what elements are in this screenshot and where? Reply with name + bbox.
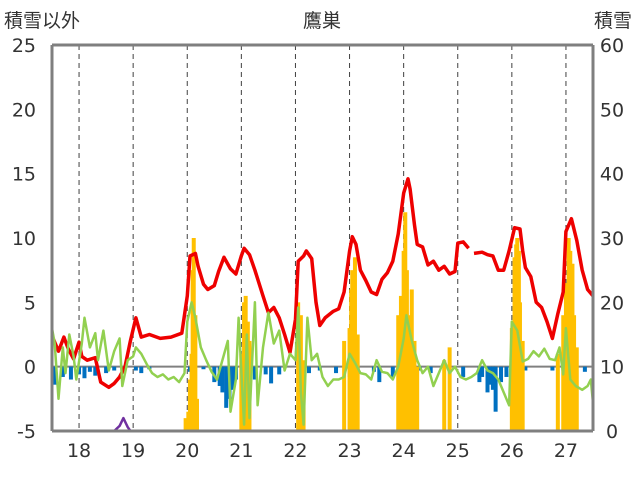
x-tick-label: 18 xyxy=(67,440,91,462)
bar-3 xyxy=(355,334,360,431)
bar-2 xyxy=(220,366,225,393)
right-axis-label: 積雪 xyxy=(594,10,632,32)
bar-2 xyxy=(523,366,528,371)
bar-3 xyxy=(520,340,525,431)
bar-3 xyxy=(404,270,409,431)
bar-2 xyxy=(377,366,382,383)
bar-3 xyxy=(193,315,198,431)
bar-2 xyxy=(82,366,87,379)
bar-3 xyxy=(398,295,403,431)
bar-2 xyxy=(87,366,92,372)
bar-2 xyxy=(60,366,65,377)
bar-2 xyxy=(550,366,555,371)
bar-3 xyxy=(555,353,560,431)
x-tick-label: 20 xyxy=(175,440,199,462)
bar-3 xyxy=(352,257,357,431)
bar-2 xyxy=(139,366,144,374)
left-tick-label: 5 xyxy=(24,292,36,314)
bar-2 xyxy=(477,366,482,383)
bar-3 xyxy=(396,315,401,431)
bar-2 xyxy=(133,366,138,371)
bar-2 xyxy=(306,366,311,374)
x-tick-label: 19 xyxy=(121,440,145,462)
bar-3 xyxy=(442,360,447,431)
bar-2 xyxy=(493,366,498,412)
bar-3 xyxy=(409,289,414,431)
left-tick-label: 20 xyxy=(12,99,36,121)
bar-2 xyxy=(428,366,433,374)
bar-3 xyxy=(509,328,514,431)
bar-2 xyxy=(252,366,257,380)
plot-frame xyxy=(50,43,595,433)
bar-2 xyxy=(334,366,339,374)
right-tick-label: 40 xyxy=(600,164,624,186)
bar-2 xyxy=(263,366,268,375)
bar-2 xyxy=(112,366,117,371)
series-line-1 xyxy=(50,301,595,426)
x-tick-label: 25 xyxy=(446,440,470,462)
left-tick-label: 10 xyxy=(12,228,36,250)
right-tick-label: 50 xyxy=(600,99,624,121)
bar-3 xyxy=(183,418,188,431)
right-tick-label: 20 xyxy=(600,292,624,314)
bar-2 xyxy=(224,366,229,408)
bar-3 xyxy=(447,347,452,431)
bar-2 xyxy=(582,366,587,372)
bar-3 xyxy=(574,347,579,431)
left-tick-label: 15 xyxy=(12,164,36,186)
bar-3 xyxy=(517,302,522,431)
bar-3 xyxy=(342,340,347,431)
left-tick-label: 0 xyxy=(24,357,36,379)
right-tick-label: 0 xyxy=(606,421,618,443)
bar-2 xyxy=(217,366,222,386)
x-tick-label: 26 xyxy=(500,440,524,462)
left-tick-label: 25 xyxy=(12,35,36,57)
x-tick-label: 23 xyxy=(337,440,361,462)
right-tick-label: 60 xyxy=(600,35,624,57)
bar-2 xyxy=(68,366,73,380)
bar-3 xyxy=(296,302,301,431)
x-tick-label: 27 xyxy=(554,440,578,462)
series-line-0 xyxy=(473,216,595,341)
bar-2 xyxy=(277,366,282,375)
bar-2 xyxy=(488,366,493,385)
bar-2 xyxy=(269,366,274,384)
bar-2 xyxy=(499,366,504,383)
bar-3 xyxy=(412,340,417,431)
bar-2 xyxy=(231,366,236,390)
bar-3 xyxy=(350,270,355,431)
x-tick-label: 24 xyxy=(392,440,416,462)
bar-2 xyxy=(52,366,57,385)
bar-3 xyxy=(415,366,420,431)
bar-2 xyxy=(390,366,395,377)
bar-2 xyxy=(461,366,466,377)
left-tick-label: -5 xyxy=(17,421,36,443)
bar-2 xyxy=(93,366,98,376)
bar-2 xyxy=(480,366,485,377)
left-axis-label: 積雪以外 xyxy=(4,10,80,32)
bar-3 xyxy=(563,283,568,431)
bar-2 xyxy=(485,366,490,393)
bar-2 xyxy=(104,366,109,374)
bar-3 xyxy=(407,315,412,431)
series-line-0 xyxy=(50,177,470,390)
x-tick-label: 22 xyxy=(283,440,307,462)
bar-3 xyxy=(194,398,199,431)
bar-2 xyxy=(201,366,206,370)
x-tick-label: 21 xyxy=(229,440,253,462)
bar-3 xyxy=(572,315,577,431)
bar-3 xyxy=(568,250,573,431)
bar-2 xyxy=(490,366,495,390)
bar-2 xyxy=(77,366,82,375)
right-tick-label: 10 xyxy=(600,357,624,379)
bar-2 xyxy=(504,366,509,377)
right-tick-label: 30 xyxy=(600,228,624,250)
chart-title: 鷹巣 xyxy=(303,10,341,32)
